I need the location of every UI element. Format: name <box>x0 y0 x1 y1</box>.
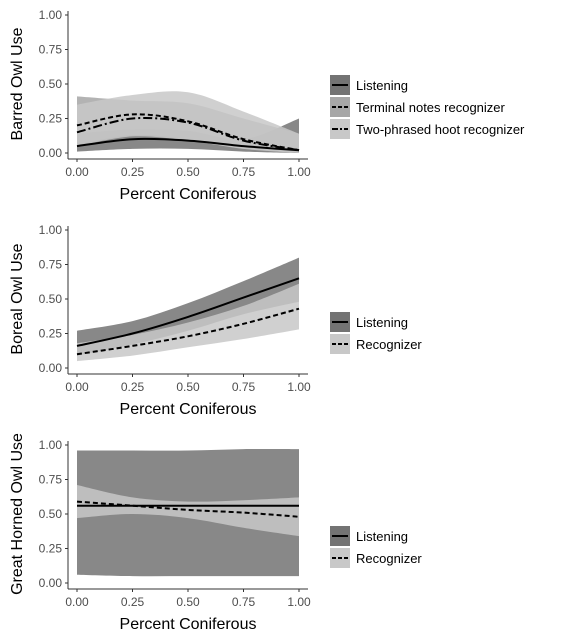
plot-area <box>76 257 300 362</box>
series-line-2 <box>76 113 300 152</box>
y-axis-label: Great Horned Owl Use <box>9 433 26 595</box>
x-axis-label: Percent Coniferous <box>120 186 257 203</box>
legend: Listening Terminal notes recognizer Two-ph… <box>330 75 525 139</box>
series-line-2 <box>76 500 300 518</box>
x-tick-label: 1.00 <box>287 380 311 394</box>
y-tick-label: 0.75 <box>39 258 63 272</box>
x-tick-label: 0.00 <box>65 165 89 179</box>
legend: Listening Recognizer <box>330 526 422 568</box>
x-tick-label: 1.00 <box>287 165 311 179</box>
x-tick-label: 0.25 <box>121 165 145 179</box>
x-tick-label: 0.50 <box>176 595 200 609</box>
x-tick-label: 0.00 <box>65 380 89 394</box>
legend-label: Listening <box>356 315 408 330</box>
plot-area <box>76 91 300 153</box>
x-tick-label: 0.00 <box>65 595 89 609</box>
panel-3: 0.00 0.25 0.50 0.75 1.00 0.00 0.25 0.50 0.75 1.00… <box>9 433 422 633</box>
panel-2: 0.00 0.25 0.50 0.75 1.00 0.00 0.25 0.50 0.75 1.00… <box>9 223 422 418</box>
y-tick-label: 1.00 <box>39 223 63 237</box>
y-tick-label: 0.00 <box>39 146 63 160</box>
legend-label: Recognizer <box>356 337 422 352</box>
y-tick-label: 0.25 <box>39 327 63 341</box>
ribbon-2 <box>77 283 299 362</box>
y-tick-label: 1.00 <box>39 438 63 452</box>
series-line-1 <box>76 137 300 152</box>
ribbon-2 <box>77 485 299 537</box>
y-tick-label: 0.50 <box>39 77 63 91</box>
series-line-2 <box>76 307 300 356</box>
x-tick-label: 0.50 <box>176 165 200 179</box>
legend-label: Two-phrased hoot recognizer <box>356 122 525 137</box>
legend-label: Terminal notes recognizer <box>356 100 506 115</box>
x-tick-label: 0.50 <box>176 380 200 394</box>
legend-label: Listening <box>356 78 408 93</box>
panel-1: 0.00 0.25 0.50 0.75 1.00 0.00 0.25 0.50 0.75 1.00… <box>9 8 525 203</box>
y-tick-label: 0.50 <box>39 292 63 306</box>
legend: Listening Recognizer <box>330 312 422 354</box>
y-tick-label: 0.75 <box>39 43 63 57</box>
y-tick-label: 0.50 <box>39 507 63 521</box>
y-tick-label: 0.25 <box>39 112 63 126</box>
ribbon-1 <box>77 257 299 356</box>
x-tick-label: 0.25 <box>121 380 145 394</box>
plot-area <box>76 449 300 577</box>
series-line-1 <box>76 277 300 347</box>
series-line-3 <box>76 116 300 152</box>
y-axis-label: Boreal Owl Use <box>9 243 26 354</box>
x-tick-label: 0.75 <box>232 380 256 394</box>
x-tick-label: 0.75 <box>232 165 256 179</box>
x-tick-label: 0.75 <box>232 595 256 609</box>
y-tick-label: 1.00 <box>39 8 63 22</box>
y-axis-label: Barred Owl Use <box>9 27 26 140</box>
y-tick-label: 0.25 <box>39 542 63 556</box>
x-axis-label: Percent Coniferous <box>120 616 257 633</box>
legend-label: Listening <box>356 529 408 544</box>
x-axis-label: Percent Coniferous <box>120 401 257 418</box>
y-tick-label: 0.00 <box>39 361 63 375</box>
x-tick-label: 1.00 <box>287 595 311 609</box>
y-tick-label: 0.00 <box>39 576 63 590</box>
legend-label: Recognizer <box>356 551 422 566</box>
x-tick-label: 0.25 <box>121 595 145 609</box>
y-tick-label: 0.75 <box>39 473 63 487</box>
